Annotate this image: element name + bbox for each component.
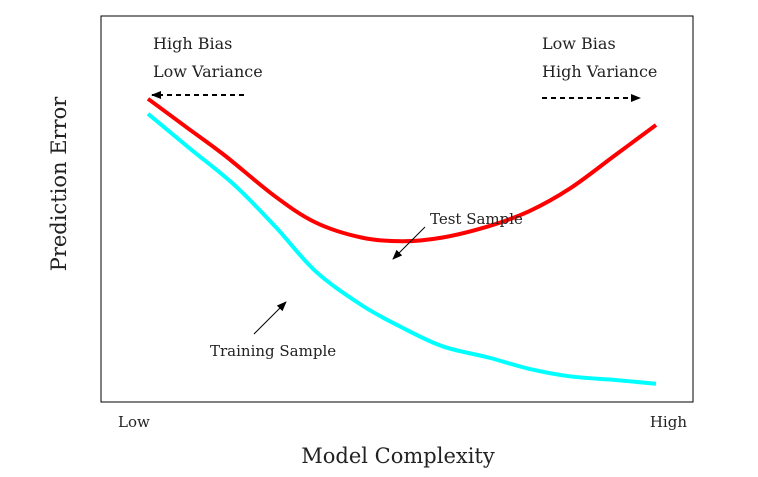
test-sample-label: Test Sample	[430, 210, 523, 228]
x-tick-label-high: High	[650, 413, 687, 431]
x-axis-title: Model Complexity	[301, 444, 495, 468]
x-tick-label-low: Low	[118, 413, 150, 431]
plot-frame	[100, 15, 694, 403]
high-variance-label: High Variance	[542, 62, 657, 81]
high-bias-label: High Bias	[153, 34, 232, 53]
test-sample-curve	[146, 97, 658, 244]
low-bias-label: Low Bias	[542, 34, 616, 53]
y-axis-title: Prediction Error	[47, 96, 71, 272]
test-sample-pointer-arrow	[392, 226, 426, 260]
training-sample-pointer-arrow	[253, 301, 287, 335]
training-sample-curve	[146, 112, 657, 386]
series-layer	[146, 97, 658, 386]
training-sample-label: Training Sample	[210, 342, 336, 360]
low-variance-label: Low Variance	[153, 62, 263, 81]
